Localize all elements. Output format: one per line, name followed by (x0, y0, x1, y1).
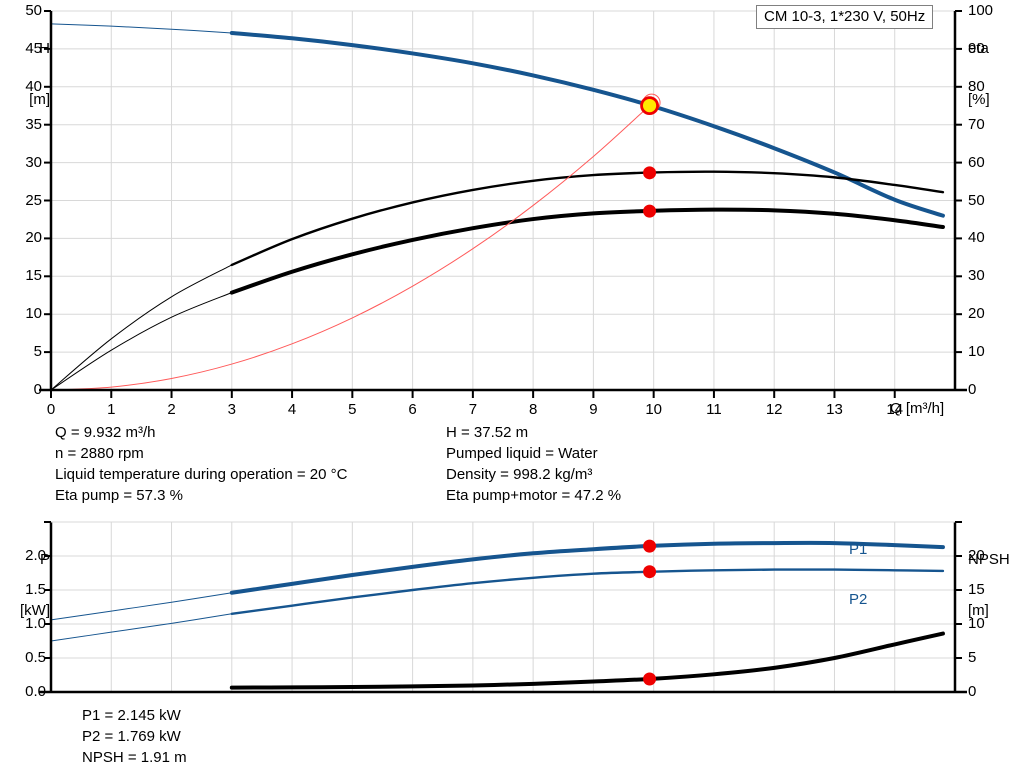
upper-x-tick-label: 3 (227, 401, 236, 418)
duty-info-line: Density = 998.2 kg/m³ (446, 466, 593, 483)
upper-x-tick-label: 7 (468, 401, 478, 418)
duty-info-line: Liquid temperature during operation = 20… (55, 466, 348, 483)
upper-right-axis-title: eta [%] (968, 6, 1022, 142)
upper-left-tick-label: 0 (33, 381, 42, 398)
upper-right-tick-label: 60 (968, 153, 985, 171)
lower-right-axis-title: NPSH [m] (968, 517, 1024, 653)
upper-x-tick-label: 11 (706, 401, 722, 418)
upper-left-tick-label: 25 (25, 191, 42, 209)
lower-right-axis-title-line1: NPSH (968, 551, 1010, 568)
power-info-line: NPSH = 1.91 m (82, 749, 187, 766)
upper-left-tick-label: 15 (25, 267, 42, 285)
lower-left-tick-label: 0.5 (25, 649, 46, 666)
upper-right-tick-label: 50 (968, 191, 985, 209)
upper-x-tick-label: 10 (645, 401, 662, 418)
lower-right-tick-label: 15 (968, 581, 985, 598)
lower-right-tick-label: 5 (968, 649, 977, 666)
upper-x-tick-label: 13 (826, 401, 843, 418)
duty-info-line: Q = 9.932 m³/h (55, 424, 156, 441)
upper-x-tick-label: 0 (46, 401, 56, 418)
upper-left-tick-label: 20 (25, 229, 42, 247)
upper-right-tick-label: 100 (968, 2, 994, 19)
upper-right-axis-title-line1: eta (968, 40, 989, 57)
upper-left-tick-label: 10 (25, 305, 42, 323)
upper-right-tick-label: 0 (968, 381, 977, 398)
lower-left-tick-label: 0.0 (25, 683, 46, 700)
upper-x-tick-label: 5 (348, 401, 357, 418)
upper-x-tick-label: 9 (589, 401, 598, 418)
duty-info-line: Eta pump = 57.3 % (55, 487, 183, 504)
power-info-line: P2 = 1.769 kW (82, 728, 181, 745)
duty-info-line: H = 37.52 m (446, 424, 529, 441)
upper-x-tick-label: 4 (287, 401, 297, 418)
upper-x-tick-label: 14 (886, 401, 904, 418)
p2-curve-label: P2 (849, 591, 868, 608)
lower-left-axis-title-line1: P (39, 551, 50, 568)
lower-left-tick-label: 1.0 (25, 615, 46, 632)
upper-right-tick-label: 70 (968, 115, 985, 133)
lower-left-axis-title-line2: [kW] (20, 602, 50, 619)
upper-left-tick-label: 45 (25, 39, 42, 57)
pump-model-title: CM 10-3, 1*230 V, 50Hz (756, 5, 934, 29)
upper-right-axis-title-line2: [%] (968, 91, 990, 108)
upper-right-tick-label: 30 (968, 267, 985, 285)
upper-left-tick-label: 40 (25, 77, 42, 95)
lower-left-tick-label: 2.0 (25, 547, 46, 564)
upper-x-tick-label: 8 (528, 401, 538, 418)
upper-left-tick-label: 5 (33, 343, 42, 361)
upper-right-tick-label: 40 (968, 229, 985, 247)
duty-info-line: Eta pump+motor = 47.2 % (446, 487, 622, 504)
upper-left-tick-label: 30 (25, 153, 42, 171)
upper-right-tick-label: 90 (968, 39, 985, 57)
upper-left-tick-label: 35 (25, 115, 42, 133)
upper-right-tick-label: 80 (968, 77, 985, 95)
upper-left-axis-title-line2: [m] (29, 91, 50, 108)
upper-left-axis-title-line1: H (39, 40, 50, 57)
upper-x-tick-label: 2 (167, 401, 176, 418)
lower-left-tick-label: 1.5 (25, 581, 46, 598)
lower-right-tick-label: 0 (968, 683, 977, 700)
upper-x-tick-label: 6 (408, 401, 417, 418)
power-info-line: P1 = 2.145 kW (82, 707, 181, 724)
upper-right-tick-label: 20 (968, 305, 985, 323)
upper-left-tick-label: 50 (25, 2, 42, 19)
duty-info-line: n = 2880 rpm (55, 445, 144, 462)
upper-x-tick-label: 12 (765, 401, 783, 418)
upper-x-tick-label: 1 (107, 401, 116, 418)
upper-right-tick-label: 10 (968, 343, 985, 361)
duty-info-line: Pumped liquid = Water (446, 445, 598, 462)
lower-right-tick-label: 20 (968, 547, 985, 564)
lower-left-axis-title: P [kW] (4, 517, 50, 653)
upper-x-axis-title: Q [m³/h] (890, 400, 945, 417)
upper-left-axis-title: H [m] (18, 6, 50, 142)
p1-curve-label: P1 (849, 541, 868, 558)
lower-right-tick-label: 10 (968, 615, 985, 632)
lower-right-axis-title-line2: [m] (968, 602, 989, 619)
